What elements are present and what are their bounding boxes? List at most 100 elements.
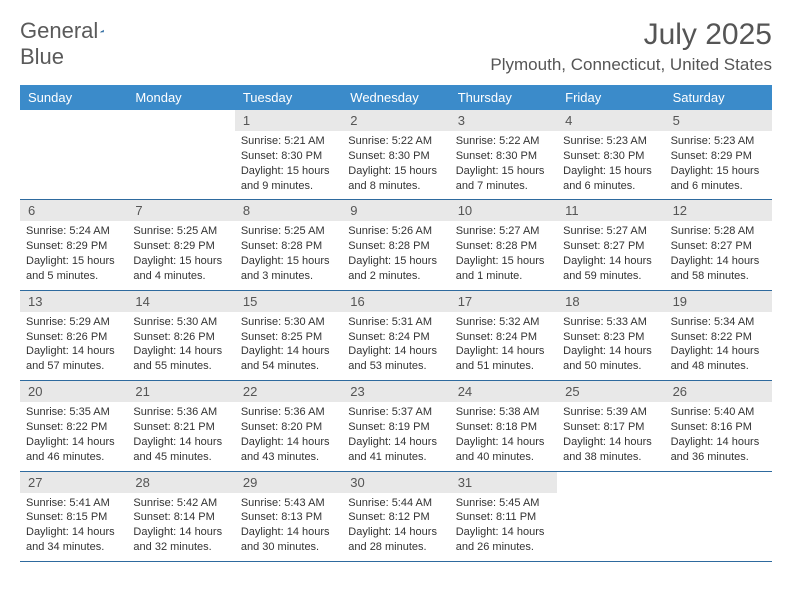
sunrise: Sunrise: 5:29 AM (26, 315, 121, 330)
daylight: Daylight: 14 hours and 32 minutes. (133, 525, 228, 555)
daylight: Daylight: 15 hours and 5 minutes. (26, 254, 121, 284)
day-details: Sunrise: 5:39 AMSunset: 8:17 PMDaylight:… (557, 402, 664, 470)
sunrise: Sunrise: 5:25 AM (241, 224, 336, 239)
sunset: Sunset: 8:27 PM (563, 239, 658, 254)
day-details: Sunrise: 5:44 AMSunset: 8:12 PMDaylight:… (342, 493, 449, 561)
sunrise: Sunrise: 5:38 AM (456, 405, 551, 420)
title-block: July 2025 Plymouth, Connecticut, United … (490, 18, 772, 75)
sunset: Sunset: 8:28 PM (456, 239, 551, 254)
day-details: Sunrise: 5:25 AMSunset: 8:29 PMDaylight:… (127, 221, 234, 289)
day-cell: 15Sunrise: 5:30 AMSunset: 8:25 PMDayligh… (235, 291, 342, 380)
day-number: 15 (235, 291, 342, 312)
daylight: Daylight: 14 hours and 28 minutes. (348, 525, 443, 555)
day-number: 29 (235, 472, 342, 493)
sunset: Sunset: 8:14 PM (133, 510, 228, 525)
day-cell: 21Sunrise: 5:36 AMSunset: 8:21 PMDayligh… (127, 381, 234, 470)
sunset: Sunset: 8:27 PM (671, 239, 766, 254)
day-cell: 14Sunrise: 5:30 AMSunset: 8:26 PMDayligh… (127, 291, 234, 380)
sunrise: Sunrise: 5:35 AM (26, 405, 121, 420)
sunrise: Sunrise: 5:32 AM (456, 315, 551, 330)
day-number: 20 (20, 381, 127, 402)
day-number: 30 (342, 472, 449, 493)
day-cell: 18Sunrise: 5:33 AMSunset: 8:23 PMDayligh… (557, 291, 664, 380)
daylight: Daylight: 14 hours and 30 minutes. (241, 525, 336, 555)
day-number: 17 (450, 291, 557, 312)
daylight: Daylight: 15 hours and 6 minutes. (671, 164, 766, 194)
day-cell: 16Sunrise: 5:31 AMSunset: 8:24 PMDayligh… (342, 291, 449, 380)
week-row: 20Sunrise: 5:35 AMSunset: 8:22 PMDayligh… (20, 381, 772, 471)
weekday-sun: Sunday (20, 85, 127, 110)
day-cell: 3Sunrise: 5:22 AMSunset: 8:30 PMDaylight… (450, 110, 557, 199)
daylight: Daylight: 14 hours and 55 minutes. (133, 344, 228, 374)
daylight: Daylight: 14 hours and 36 minutes. (671, 435, 766, 465)
day-number: 21 (127, 381, 234, 402)
day-number: 5 (665, 110, 772, 131)
day-details: Sunrise: 5:45 AMSunset: 8:11 PMDaylight:… (450, 493, 557, 561)
day-cell: 1Sunrise: 5:21 AMSunset: 8:30 PMDaylight… (235, 110, 342, 199)
day-cell: 6Sunrise: 5:24 AMSunset: 8:29 PMDaylight… (20, 200, 127, 289)
daylight: Daylight: 14 hours and 41 minutes. (348, 435, 443, 465)
day-number: 18 (557, 291, 664, 312)
day-details: Sunrise: 5:29 AMSunset: 8:26 PMDaylight:… (20, 312, 127, 380)
month-year: July 2025 (490, 18, 772, 52)
day-number: 22 (235, 381, 342, 402)
day-number: 10 (450, 200, 557, 221)
brand-triangle-icon (100, 22, 104, 40)
sunset: Sunset: 8:16 PM (671, 420, 766, 435)
sunset: Sunset: 8:28 PM (241, 239, 336, 254)
day-cell: 26Sunrise: 5:40 AMSunset: 8:16 PMDayligh… (665, 381, 772, 470)
day-cell: 30Sunrise: 5:44 AMSunset: 8:12 PMDayligh… (342, 472, 449, 561)
day-details: Sunrise: 5:40 AMSunset: 8:16 PMDaylight:… (665, 402, 772, 470)
day-cell: 29Sunrise: 5:43 AMSunset: 8:13 PMDayligh… (235, 472, 342, 561)
day-cell: 11Sunrise: 5:27 AMSunset: 8:27 PMDayligh… (557, 200, 664, 289)
day-details: Sunrise: 5:37 AMSunset: 8:19 PMDaylight:… (342, 402, 449, 470)
daylight: Daylight: 14 hours and 40 minutes. (456, 435, 551, 465)
day-cell: .. (557, 472, 664, 561)
sunrise: Sunrise: 5:34 AM (671, 315, 766, 330)
sunrise: Sunrise: 5:26 AM (348, 224, 443, 239)
daylight: Daylight: 15 hours and 8 minutes. (348, 164, 443, 194)
day-number: 16 (342, 291, 449, 312)
daylight: Daylight: 15 hours and 1 minute. (456, 254, 551, 284)
day-number: 4 (557, 110, 664, 131)
day-number: 26 (665, 381, 772, 402)
day-details: Sunrise: 5:26 AMSunset: 8:28 PMDaylight:… (342, 221, 449, 289)
sunset: Sunset: 8:24 PM (348, 330, 443, 345)
daylight: Daylight: 15 hours and 2 minutes. (348, 254, 443, 284)
sunrise: Sunrise: 5:31 AM (348, 315, 443, 330)
sunset: Sunset: 8:13 PM (241, 510, 336, 525)
sunset: Sunset: 8:22 PM (671, 330, 766, 345)
sunrise: Sunrise: 5:42 AM (133, 496, 228, 511)
day-details: Sunrise: 5:42 AMSunset: 8:14 PMDaylight:… (127, 493, 234, 561)
sunrise: Sunrise: 5:36 AM (241, 405, 336, 420)
weeks-container: .... 1Sunrise: 5:21 AMSunset: 8:30 PMDayl… (20, 110, 772, 562)
sunrise: Sunrise: 5:44 AM (348, 496, 443, 511)
day-details: Sunrise: 5:34 AMSunset: 8:22 PMDaylight:… (665, 312, 772, 380)
sunset: Sunset: 8:25 PM (241, 330, 336, 345)
sunrise: Sunrise: 5:28 AM (671, 224, 766, 239)
sunset: Sunset: 8:28 PM (348, 239, 443, 254)
day-cell: 4Sunrise: 5:23 AMSunset: 8:30 PMDaylight… (557, 110, 664, 199)
sunrise: Sunrise: 5:25 AM (133, 224, 228, 239)
day-cell: 9Sunrise: 5:26 AMSunset: 8:28 PMDaylight… (342, 200, 449, 289)
day-details: Sunrise: 5:21 AMSunset: 8:30 PMDaylight:… (235, 131, 342, 199)
day-cell: .. (20, 110, 127, 199)
daylight: Daylight: 14 hours and 59 minutes. (563, 254, 658, 284)
sunrise: Sunrise: 5:43 AM (241, 496, 336, 511)
brand-word2-wrap: Blue (20, 44, 64, 70)
sunset: Sunset: 8:17 PM (563, 420, 658, 435)
day-cell: 5Sunrise: 5:23 AMSunset: 8:29 PMDaylight… (665, 110, 772, 199)
day-cell: 23Sunrise: 5:37 AMSunset: 8:19 PMDayligh… (342, 381, 449, 470)
day-details: Sunrise: 5:23 AMSunset: 8:29 PMDaylight:… (665, 131, 772, 199)
day-number: 11 (557, 200, 664, 221)
sunset: Sunset: 8:30 PM (456, 149, 551, 164)
day-cell: .. (665, 472, 772, 561)
day-number: 24 (450, 381, 557, 402)
daylight: Daylight: 14 hours and 48 minutes. (671, 344, 766, 374)
brand-word2: Blue (20, 44, 64, 69)
sunrise: Sunrise: 5:36 AM (133, 405, 228, 420)
day-number: 8 (235, 200, 342, 221)
day-details: Sunrise: 5:43 AMSunset: 8:13 PMDaylight:… (235, 493, 342, 561)
sunset: Sunset: 8:18 PM (456, 420, 551, 435)
sunrise: Sunrise: 5:30 AM (133, 315, 228, 330)
